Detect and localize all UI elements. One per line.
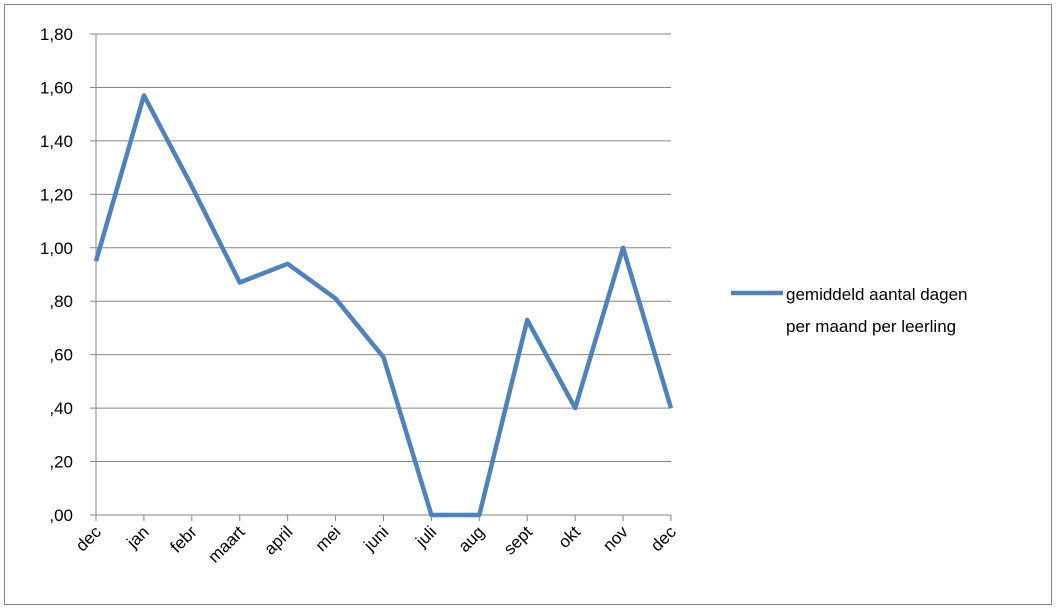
x-tick-label: mei: [312, 522, 345, 555]
axes: [90, 33, 672, 521]
x-tick-labels: dec jan febr maart april mei juni juli aug sept ok…: [72, 522, 680, 567]
x-tick-label: febr: [167, 522, 201, 556]
y-tick-label: ,60: [49, 346, 73, 365]
x-tick-label: dec: [72, 522, 105, 555]
y-tick-label: 1,60: [40, 78, 73, 97]
y-tick-label: ,80: [49, 292, 73, 311]
x-tick-label: sept: [500, 522, 536, 558]
legend-label-line-2: per maand per leerling: [786, 317, 956, 336]
x-tick-label: april: [260, 522, 296, 558]
y-tick-label: ,00: [49, 506, 73, 525]
x-tick-label: nov: [599, 522, 632, 555]
y-tick-label: ,20: [49, 453, 73, 472]
y-tick-label: ,40: [49, 399, 73, 418]
x-tick-label: juli: [411, 522, 440, 551]
x-tick-label: dec: [647, 522, 680, 555]
y-tick-label: 1,20: [40, 185, 73, 204]
x-tick-label: jan: [123, 522, 153, 552]
x-tick-label: maart: [204, 522, 248, 566]
y-tick-label: 1,40: [40, 132, 73, 151]
series-lines: [93, 93, 674, 518]
series-line: [93, 93, 674, 518]
y-tick-labels: ,00 ,20 ,40 ,60 ,80 1,00 1,20 1,40 1,60 1,80: [40, 25, 73, 525]
y-tick-label: 1,00: [40, 239, 73, 258]
x-tick-label: aug: [455, 522, 488, 555]
y-tick-label: 1,80: [40, 25, 73, 44]
x-tick-label: juni: [359, 522, 392, 555]
legend: gemiddeld aantal dagen per maand per lee…: [731, 285, 967, 336]
legend-label-line-1: gemiddeld aantal dagen: [786, 285, 967, 304]
gridlines: [96, 33, 671, 463]
x-tick-label: okt: [555, 522, 585, 552]
chart-area: [4, 4, 1052, 605]
